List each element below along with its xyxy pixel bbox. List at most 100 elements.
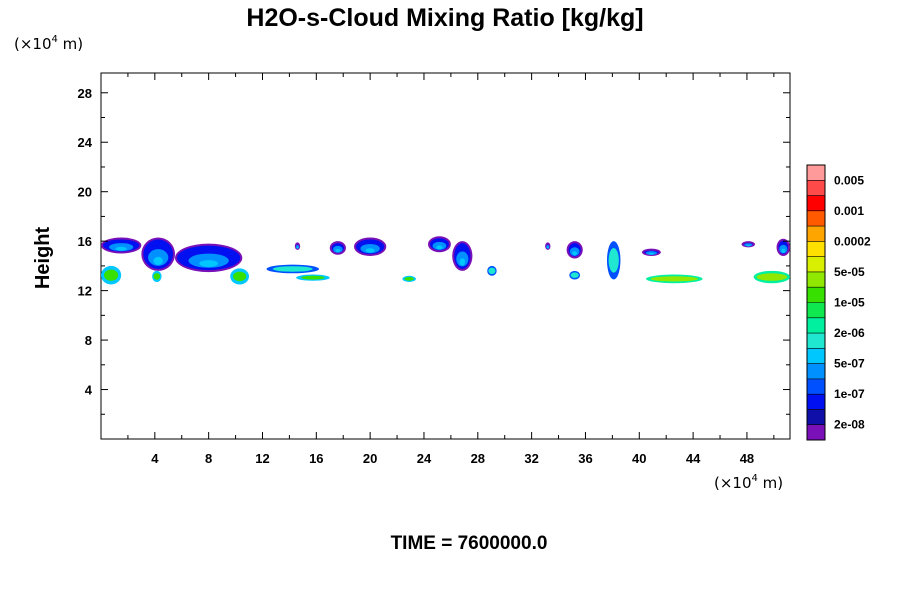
x-tick-label: 44 <box>686 451 701 466</box>
colorbar-swatch <box>807 348 825 364</box>
colorbar-swatch <box>807 302 825 318</box>
y-tick-label: 16 <box>78 234 92 249</box>
colorbar-label: 2e-06 <box>834 326 865 340</box>
cloud-patch <box>141 237 176 271</box>
cloud-patch-core <box>570 272 579 278</box>
cloud-patch <box>606 241 621 280</box>
cloud-patch-inner <box>199 260 219 267</box>
cloud-patch-inner <box>572 251 577 256</box>
colorbar-swatch <box>807 210 825 227</box>
cloud-patch-core <box>650 276 699 282</box>
y-tick-label: 20 <box>78 185 92 200</box>
cloud-patch <box>545 242 551 250</box>
cloud-patch <box>101 237 142 254</box>
colorbar-swatch <box>807 317 825 334</box>
cloud-patch <box>753 270 790 284</box>
colorbar-swatch <box>807 363 825 379</box>
colorbar-label: 5e-07 <box>834 357 865 371</box>
colorbar-swatch <box>807 424 825 440</box>
colorbar-label: 2e-08 <box>834 418 865 432</box>
cloud-patch <box>329 241 346 255</box>
colorbar-label: 1e-07 <box>834 387 865 401</box>
cloud-patch <box>641 248 661 256</box>
cloud-patch <box>294 242 301 250</box>
x-axis-unit: (×104 m) <box>714 473 783 492</box>
colorbar-swatch <box>807 333 825 349</box>
x-tick-label: 48 <box>740 451 754 466</box>
y-tick-label: 4 <box>85 383 93 398</box>
x-tick-label: 16 <box>309 451 323 466</box>
colorbar-label: 0.001 <box>834 204 864 218</box>
colorbar-swatch <box>807 409 825 425</box>
y-axis-ticks: 4 8 12 16 20 24 28 <box>78 86 790 415</box>
cloud-patch <box>353 237 387 256</box>
x-tick-label: 40 <box>632 451 646 466</box>
colorbar-swatch <box>807 378 825 395</box>
cloud-patch-inner <box>547 246 549 249</box>
cloud-patch-core <box>404 277 414 281</box>
cloud-patch <box>776 238 790 256</box>
x-tick-label: 4 <box>151 451 159 466</box>
colorbar-label: 1e-05 <box>834 296 865 310</box>
colorbar-swatch <box>807 165 825 181</box>
cloud-patch <box>402 275 416 282</box>
cloud-patch-inner <box>746 244 751 247</box>
colorbar-swatch <box>807 271 825 288</box>
cloud-patch <box>230 268 250 285</box>
cloud-patch <box>175 243 243 273</box>
cloud-patch-inner <box>153 256 163 265</box>
cloud-patch <box>566 241 583 259</box>
cloud-patch-core <box>301 275 325 280</box>
cloud-patch <box>452 241 473 271</box>
cloud-patch-inner <box>335 249 341 253</box>
cloud-patch-core <box>756 273 788 281</box>
cloud-patch-core <box>104 269 119 281</box>
cloud-patch-core <box>233 271 247 282</box>
y-tick-label: 12 <box>78 284 92 299</box>
colorbar-swatch <box>807 287 825 303</box>
cloud-patch-inner <box>648 252 655 255</box>
cloud-patches <box>101 236 790 285</box>
colorbar-swatch <box>807 226 825 242</box>
colorbar-swatch <box>807 256 825 272</box>
cloud-patch <box>101 265 122 285</box>
cloud-patch-core <box>488 267 496 275</box>
cloud-patch-inner <box>115 246 127 251</box>
cloud-patch <box>428 236 451 253</box>
cloud-patch-core <box>272 266 313 272</box>
cloud-patch-inner <box>781 248 786 253</box>
colorbar-label: 0.0002 <box>834 234 871 248</box>
colorbar-label: 5e-05 <box>834 265 865 279</box>
cloud-patch-inner <box>365 248 375 253</box>
colorbar-swatch <box>807 394 825 410</box>
x-tick-label: 32 <box>524 451 538 466</box>
cloud-patch-inner <box>459 258 466 266</box>
colorbar-label: 0.005 <box>834 173 864 187</box>
x-tick-label: 8 <box>205 451 212 466</box>
y-tick-label: 8 <box>85 333 92 348</box>
x-axis-ticks: 4 8 12 16 20 24 28 32 36 40 44 48 <box>127 73 775 466</box>
colorbar-swatch <box>807 180 825 196</box>
cloud-patch <box>487 265 497 276</box>
cloud-patch <box>741 241 756 248</box>
cloud-patch <box>296 274 330 281</box>
colorbar-swatch <box>807 195 825 211</box>
x-tick-label: 12 <box>255 451 269 466</box>
y-axis-label: Height <box>32 227 54 290</box>
time-label: TIME = 7600000.0 <box>391 533 548 554</box>
y-axis-unit: (×104 m) <box>14 34 83 53</box>
x-tick-label: 28 <box>471 451 485 466</box>
cloud-patch-core <box>608 248 619 273</box>
colorbar: 0.005 0.001 0.0002 5e-05 1e-05 2e-06 5e-07 1e-0… <box>806 164 871 441</box>
cloud-patch-core <box>153 273 161 280</box>
cloud-patch-inner <box>436 245 443 250</box>
x-tick-label: 20 <box>363 451 377 466</box>
cloud-patch <box>646 274 703 284</box>
cloud-patch <box>569 270 581 280</box>
x-tick-label: 24 <box>417 451 432 466</box>
chart-title: H2O-s-Cloud Mixing Ratio [kg/kg] <box>246 4 643 32</box>
y-tick-label: 24 <box>78 135 93 150</box>
cloud-patch-inner <box>296 246 299 249</box>
cloud-patch <box>266 264 320 274</box>
